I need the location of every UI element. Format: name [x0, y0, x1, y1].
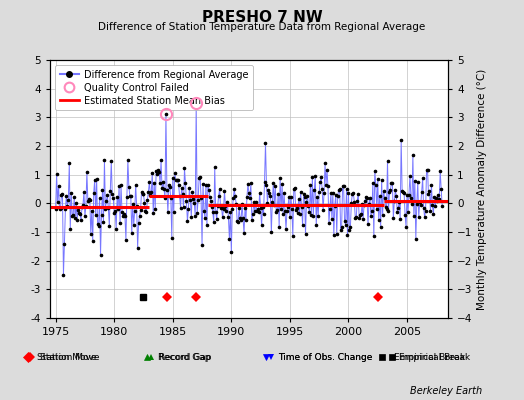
- Text: Empirical Break: Empirical Break: [395, 352, 465, 362]
- Text: Time of Obs. Change: Time of Obs. Change: [278, 352, 373, 362]
- Text: Station Move: Station Move: [40, 352, 100, 362]
- Text: Record Gap: Record Gap: [158, 352, 210, 362]
- Text: Station Move: Station Move: [37, 352, 97, 362]
- Text: Berkeley Earth: Berkeley Earth: [410, 386, 482, 396]
- Text: Time of Obs. Change: Time of Obs. Change: [278, 352, 373, 362]
- Y-axis label: Monthly Temperature Anomaly Difference (°C): Monthly Temperature Anomaly Difference (…: [477, 68, 487, 310]
- Text: Difference of Station Temperature Data from Regional Average: Difference of Station Temperature Data f…: [99, 22, 425, 32]
- Text: Empirical Break: Empirical Break: [399, 352, 470, 362]
- Legend: Difference from Regional Average, Quality Control Failed, Estimated Station Mean: Difference from Regional Average, Qualit…: [54, 65, 253, 110]
- Text: Record Gap: Record Gap: [159, 352, 212, 362]
- Text: PRESHO 7 NW: PRESHO 7 NW: [202, 10, 322, 25]
